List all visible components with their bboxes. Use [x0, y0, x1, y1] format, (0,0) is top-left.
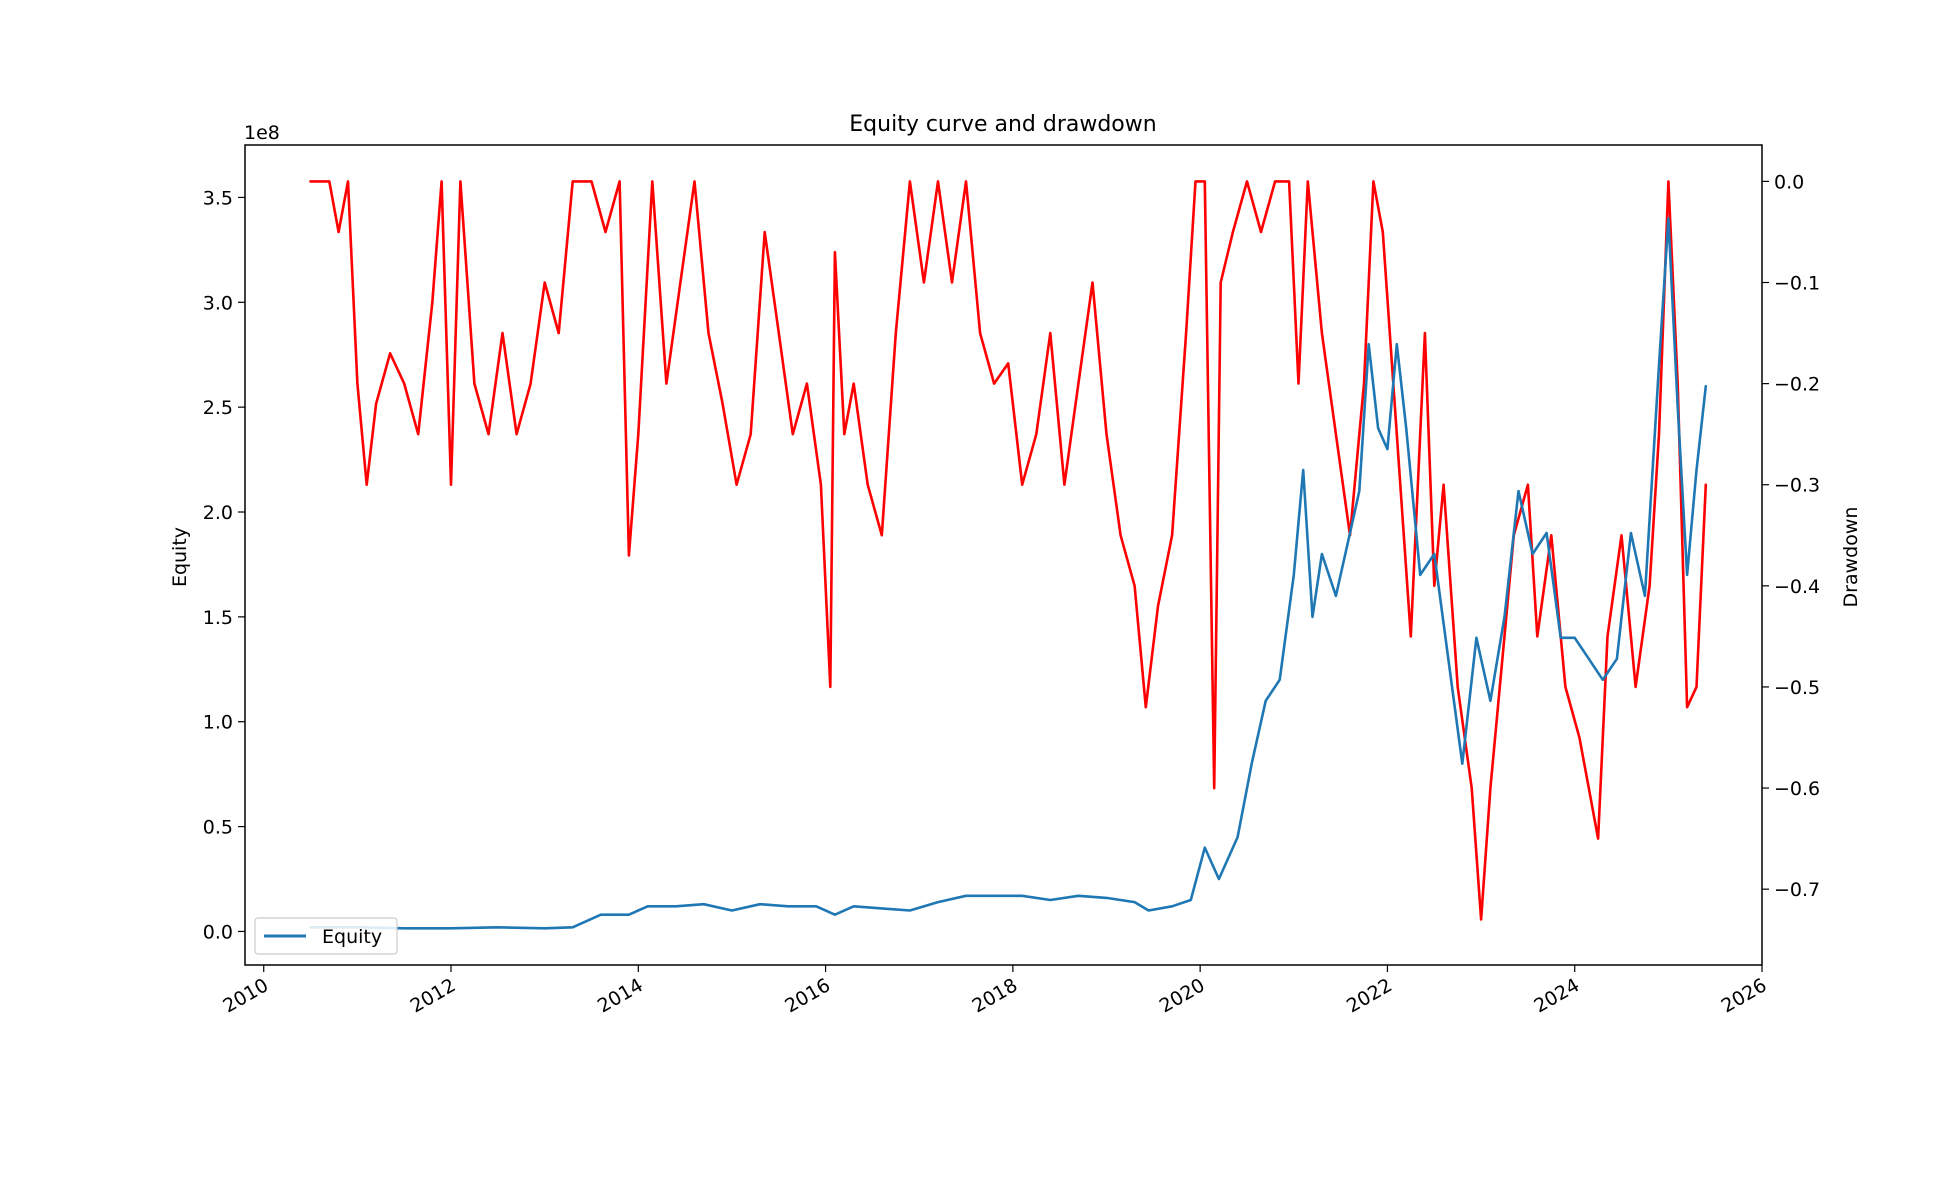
- right-y-tick-label: −0.3: [1774, 475, 1820, 497]
- right-y-tick-label: −0.6: [1774, 778, 1820, 800]
- left-y-tick-label: 2.5: [203, 397, 233, 419]
- right-y-tick-label: −0.7: [1774, 879, 1820, 901]
- drawdown-series-line: [309, 180, 1708, 921]
- left-y-tick-label: 0.5: [203, 817, 233, 839]
- right-y-tick-label: −0.4: [1774, 576, 1820, 598]
- left-axis-label: Equity: [169, 527, 191, 587]
- legend-box: [254, 917, 398, 955]
- left-y-tick-label: 1.5: [203, 607, 233, 629]
- right-axis-label: Drawdown: [1840, 507, 1862, 608]
- legend: Equity: [254, 917, 398, 955]
- right-y-tick-label: −0.5: [1774, 677, 1820, 699]
- left-y-tick-label: 3.5: [203, 187, 233, 209]
- right-y-tick-label: 0.0: [1774, 171, 1804, 193]
- left-y-tick-label: 3.0: [203, 292, 233, 314]
- right-y-tick-label: −0.2: [1774, 374, 1820, 396]
- right-y-tick-label: −0.1: [1774, 273, 1820, 295]
- left-axis-offset-label: 1e8: [244, 122, 280, 144]
- left-y-tick-label: 2.0: [203, 502, 233, 524]
- equity-series-line: [309, 217, 1708, 930]
- chart-title: Equity curve and drawdown: [849, 112, 1156, 137]
- left-y-tick-label: 1.0: [203, 712, 233, 734]
- left-y-tick-label: 0.0: [203, 921, 233, 943]
- plot-frame: [244, 144, 1763, 966]
- legend-label-equity: Equity: [322, 926, 382, 948]
